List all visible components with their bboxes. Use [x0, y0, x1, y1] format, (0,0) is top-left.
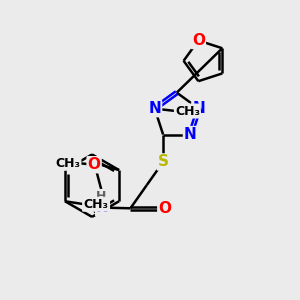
Text: O: O: [88, 157, 100, 172]
Text: N: N: [192, 101, 205, 116]
Text: H: H: [95, 190, 106, 203]
Text: N: N: [148, 101, 161, 116]
Text: N: N: [184, 127, 197, 142]
Text: CH₃: CH₃: [175, 104, 200, 118]
Text: O: O: [158, 201, 171, 216]
Text: S: S: [158, 154, 169, 169]
Text: CH₃: CH₃: [83, 198, 108, 211]
Text: N: N: [96, 200, 109, 215]
Text: CH₃: CH₃: [56, 157, 80, 170]
Text: O: O: [192, 33, 205, 48]
